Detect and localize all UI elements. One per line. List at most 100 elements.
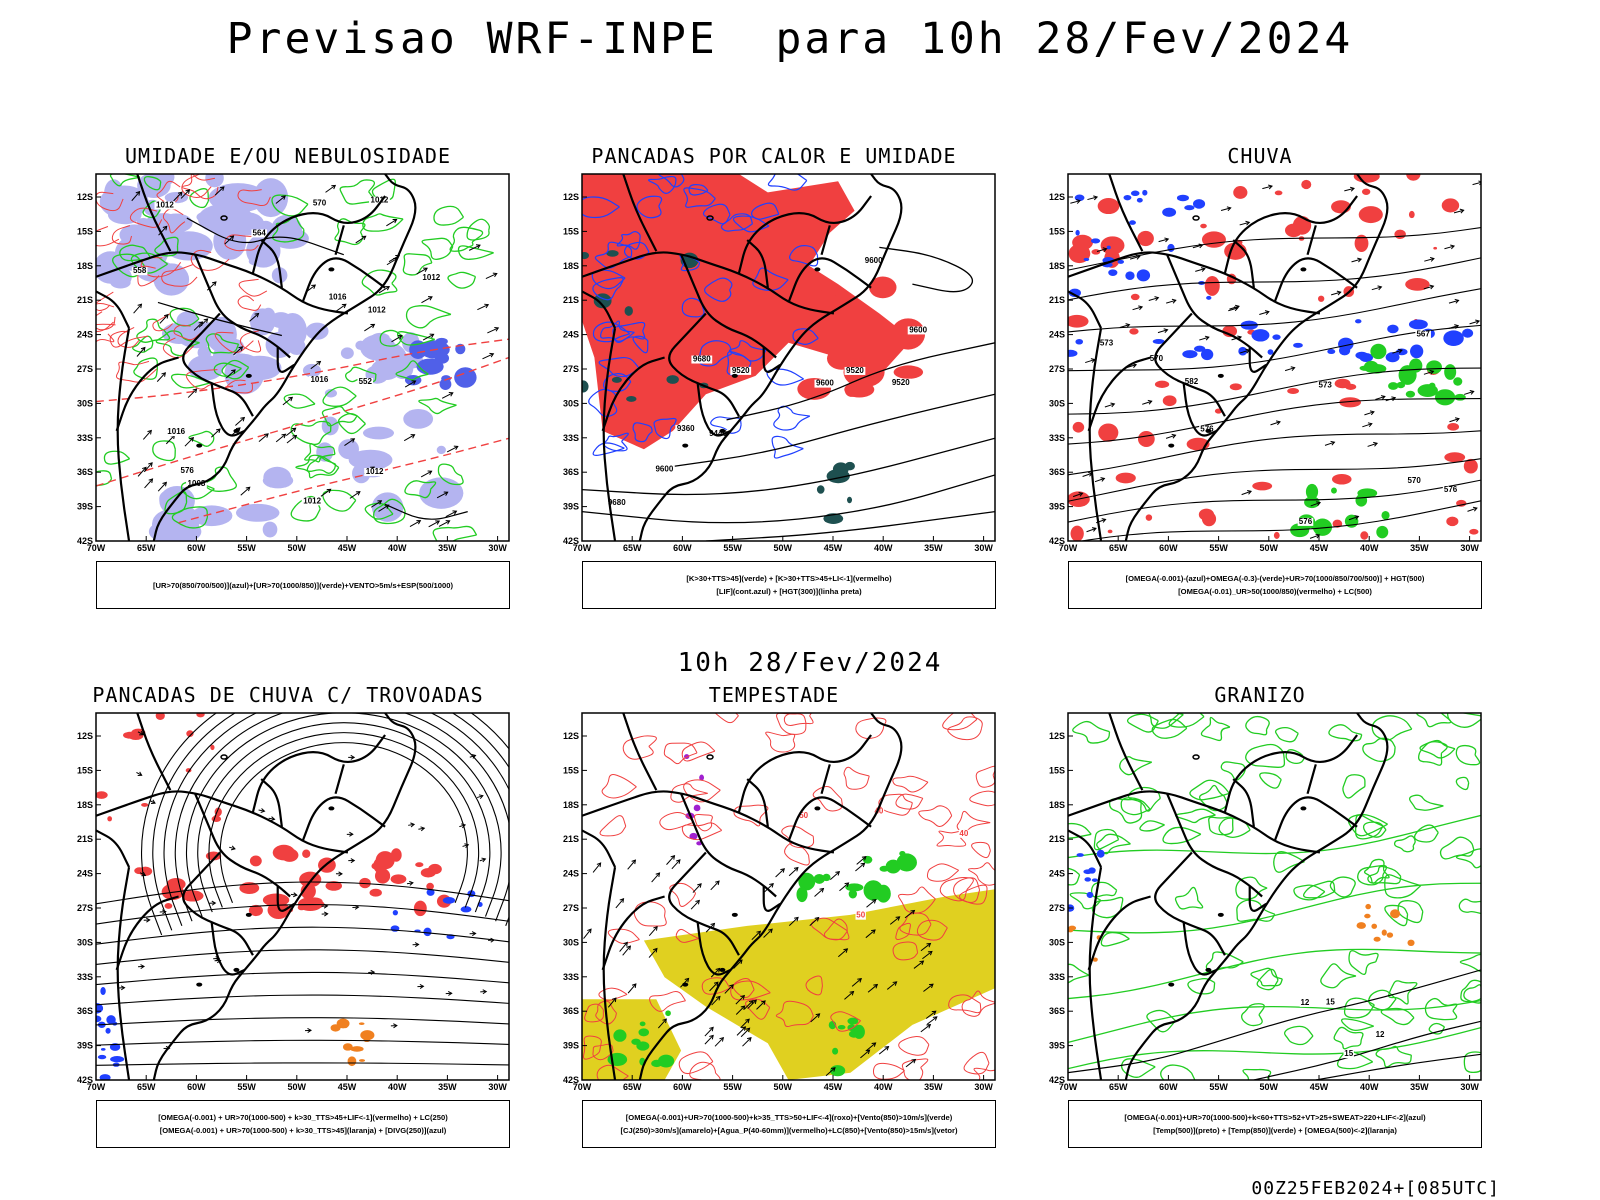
map-layers: 582 576 576 573 570 567 570 573 576 [1068, 174, 1481, 541]
wind-vector [1469, 319, 1481, 325]
lat-label: 12S [77, 731, 93, 741]
omega-area [1381, 929, 1387, 936]
wind-vector [137, 466, 147, 477]
temperature-850-contour [1283, 1025, 1314, 1046]
wind-vector [710, 880, 720, 891]
flow-arrow [406, 880, 414, 886]
state-border [301, 796, 386, 842]
pressure-contour [186, 217, 345, 256]
lat-label: 30S [77, 937, 93, 947]
contour-label: 573 [1100, 339, 1114, 348]
lat-label: 39S [563, 502, 579, 512]
strong-ascent-area [1405, 390, 1416, 398]
panel-legend: [OMEGA(-0.001) + UR>70(1000-500) + k>30_… [96, 1100, 510, 1148]
ascent-area [1128, 220, 1136, 225]
wind-vector [421, 296, 433, 304]
contour-label-bg [1415, 330, 1431, 339]
strong-ascent-area [1396, 381, 1406, 389]
lat-label: 42S [563, 536, 579, 546]
wind-vector [1309, 533, 1321, 539]
panel-chuva: CHUVA 582 576 576 573 570 567 570 573 576 12S 15S 1… [1020, 144, 1500, 644]
temperature-850-contour [1343, 997, 1375, 1019]
precipitable-water-contour [622, 735, 657, 760]
lat-label: 36S [563, 1006, 579, 1016]
omega-area [1364, 913, 1371, 919]
wind-vector [1129, 254, 1141, 260]
strong-wind-area [837, 1024, 846, 1030]
humidity-contour [421, 237, 454, 261]
temperature-850-contour [1455, 776, 1470, 791]
lat-label: 21S [77, 295, 93, 305]
contour-label: 573 [1319, 380, 1333, 389]
precipitable-water-contour [898, 1036, 930, 1056]
wind-vector [1094, 477, 1106, 483]
ascent-area [1162, 207, 1177, 217]
temperature-850-contour [1168, 713, 1205, 728]
wind-vector [158, 225, 168, 236]
contour-label-bg [308, 376, 330, 385]
lifted-index-contour [683, 187, 716, 208]
precipitable-water-contour [895, 793, 924, 810]
state-border [622, 713, 658, 791]
contour-label: 552 [359, 377, 373, 386]
thickness-contour [161, 264, 198, 287]
wind-vector [258, 433, 269, 443]
state-border [746, 778, 769, 827]
wind-vector [187, 388, 198, 398]
temperature-850-contour [1368, 989, 1397, 1011]
lake [1217, 912, 1224, 917]
wind-vector [1142, 399, 1153, 405]
precipitable-water-contour [592, 1043, 614, 1061]
lake [196, 443, 203, 448]
wind-vector [814, 887, 825, 897]
flow-arrow [412, 942, 420, 948]
wind-vector [310, 360, 322, 370]
federal-district [220, 754, 228, 760]
lat-label: 18S [1049, 800, 1065, 810]
instability-area [350, 1046, 364, 1052]
flow-arrow [258, 808, 266, 813]
ascent-area [1123, 195, 1132, 201]
lat-label: 27S [77, 364, 93, 374]
contour-label: 558 [133, 266, 147, 275]
humidity-contour [295, 454, 340, 479]
lon-label: 40W [388, 543, 407, 553]
wind-vector [136, 346, 146, 357]
hail-area [1086, 891, 1094, 899]
flow-arrow [159, 909, 167, 915]
lake [1205, 967, 1212, 972]
precipitable-water-contour [926, 863, 960, 882]
contour-label: 15 [1326, 998, 1335, 1007]
temperature-850-contour [1068, 822, 1092, 839]
temperature-850-contour [1342, 774, 1366, 799]
ascent-area [1117, 259, 1125, 264]
flow-arrow [346, 831, 354, 837]
lat-label: 12S [563, 731, 579, 741]
legend-line: [CJ(250)>30m/s](amarelo)+[Agua_P(40-60mm… [620, 1126, 958, 1135]
lat-label: 36S [1049, 467, 1065, 477]
run-timestamp: 00Z25FEB2024+[085UTC] [1251, 1178, 1500, 1199]
wind-vector [742, 1037, 752, 1047]
precipitable-water-contour [948, 994, 982, 1014]
state-border [1182, 383, 1218, 437]
ascent-area [1184, 205, 1195, 211]
contour-label: 1012 [368, 305, 386, 314]
wind-vector [133, 303, 143, 314]
wind-vector [1423, 284, 1435, 290]
state-border [1182, 922, 1218, 976]
contour-label-bg [1148, 354, 1165, 363]
temperature-500-contour [1315, 1053, 1481, 1080]
geopotential-contour [1068, 288, 1481, 333]
temperature-850-contour [1320, 963, 1357, 989]
state-border [696, 922, 732, 976]
wind-vector [446, 445, 459, 453]
state-border [1232, 778, 1255, 827]
precipitable-water-contour [956, 810, 991, 833]
state-border [762, 885, 781, 912]
precipitable-water-contour [633, 901, 667, 927]
flow-arrow [390, 1023, 398, 1029]
geopotential-contour [879, 246, 974, 293]
precipitable-water-contour [601, 774, 637, 799]
thunderstorm-area [306, 897, 323, 907]
divergence-area [100, 1047, 106, 1051]
